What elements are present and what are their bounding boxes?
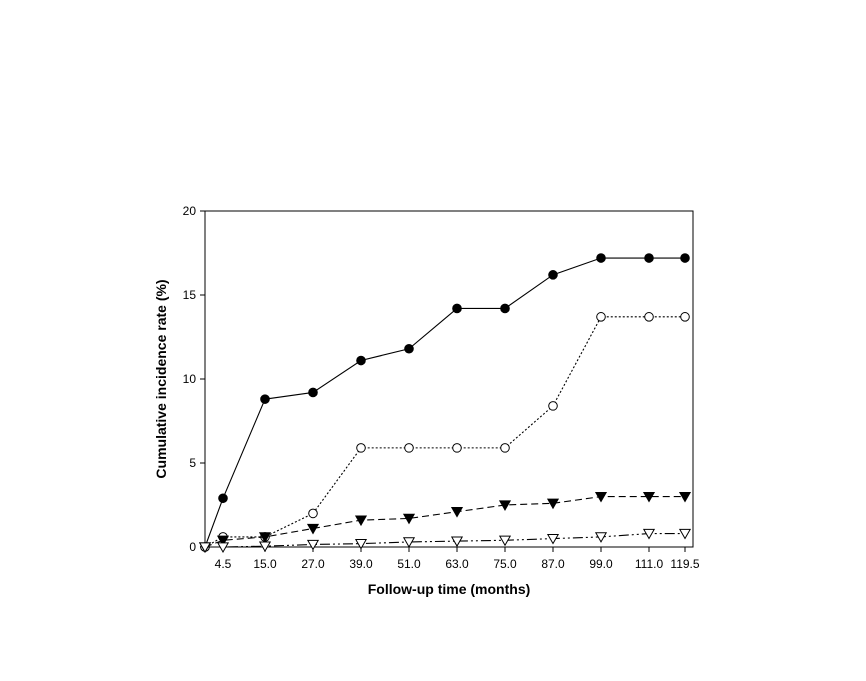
y-tick-label: 0	[189, 540, 196, 554]
y-tick-label: 5	[189, 456, 196, 470]
y-tick-label: 20	[183, 204, 197, 218]
series-3	[198, 491, 692, 553]
data-point	[308, 387, 318, 398]
series-2	[200, 312, 690, 552]
data-point	[644, 312, 654, 322]
y-axis-title: Cumulative incidence rate (%)	[153, 279, 169, 478]
data-point	[500, 303, 510, 314]
series-line	[205, 533, 685, 548]
data-point	[198, 542, 212, 553]
series-layer	[198, 253, 692, 553]
data-point	[642, 528, 656, 540]
data-point	[354, 515, 368, 527]
data-point	[260, 394, 270, 404]
data-point	[548, 401, 558, 411]
x-axis: 4.5 15.0 27.0 39.0 51.0 63.0 75.0 87.0 99.0 111.0…	[215, 547, 700, 571]
x-tick-label: 51.0	[397, 557, 421, 571]
data-point	[306, 523, 320, 535]
series-4	[198, 528, 692, 553]
data-point	[450, 536, 464, 548]
x-tick-label: 87.0	[541, 557, 565, 571]
x-tick-label: 27.0	[301, 557, 325, 571]
data-point	[678, 528, 692, 540]
data-point	[452, 303, 462, 314]
series-1	[200, 253, 690, 552]
data-point	[258, 541, 272, 553]
data-point	[354, 538, 368, 550]
data-point	[546, 498, 560, 510]
data-point	[594, 491, 608, 503]
x-tick-label: 75.0	[493, 557, 517, 571]
data-point	[404, 443, 414, 453]
data-point	[680, 312, 690, 322]
data-point	[452, 443, 462, 453]
data-point	[216, 535, 230, 547]
x-tick-label: 99.0	[589, 557, 613, 571]
y-axis: 0 5 10 15 20	[183, 204, 205, 554]
data-point	[258, 532, 272, 543]
x-tick-label: 63.0	[445, 557, 469, 571]
data-point	[498, 500, 512, 511]
y-tick-label: 15	[183, 288, 197, 302]
data-point	[402, 513, 416, 525]
data-point	[450, 507, 464, 518]
data-point	[594, 532, 608, 543]
data-point	[306, 539, 320, 551]
y-tick-label: 10	[183, 372, 197, 386]
data-point	[402, 537, 416, 548]
x-tick-label: 15.0	[253, 557, 277, 571]
data-point	[404, 343, 414, 354]
data-point	[546, 533, 560, 545]
data-point	[548, 270, 558, 280]
data-point	[596, 312, 606, 322]
x-tick-label: 4.5	[215, 557, 232, 571]
data-point	[680, 253, 690, 263]
series-line	[204, 257, 685, 548]
data-point	[356, 355, 366, 366]
data-point	[218, 493, 228, 504]
data-point	[498, 535, 512, 547]
data-point	[216, 542, 230, 553]
series-line	[204, 496, 685, 548]
data-point	[356, 443, 366, 453]
x-tick-label: 119.5	[670, 557, 699, 571]
data-point	[644, 253, 654, 263]
series-line	[204, 316, 685, 548]
data-point	[500, 443, 510, 453]
data-point	[596, 253, 606, 263]
x-axis-title: Follow-up time (months)	[368, 581, 531, 597]
data-point	[678, 491, 692, 503]
x-tick-label: 39.0	[349, 557, 373, 571]
data-point	[308, 508, 318, 519]
data-point	[642, 491, 656, 503]
x-tick-label: 111.0	[635, 557, 664, 571]
